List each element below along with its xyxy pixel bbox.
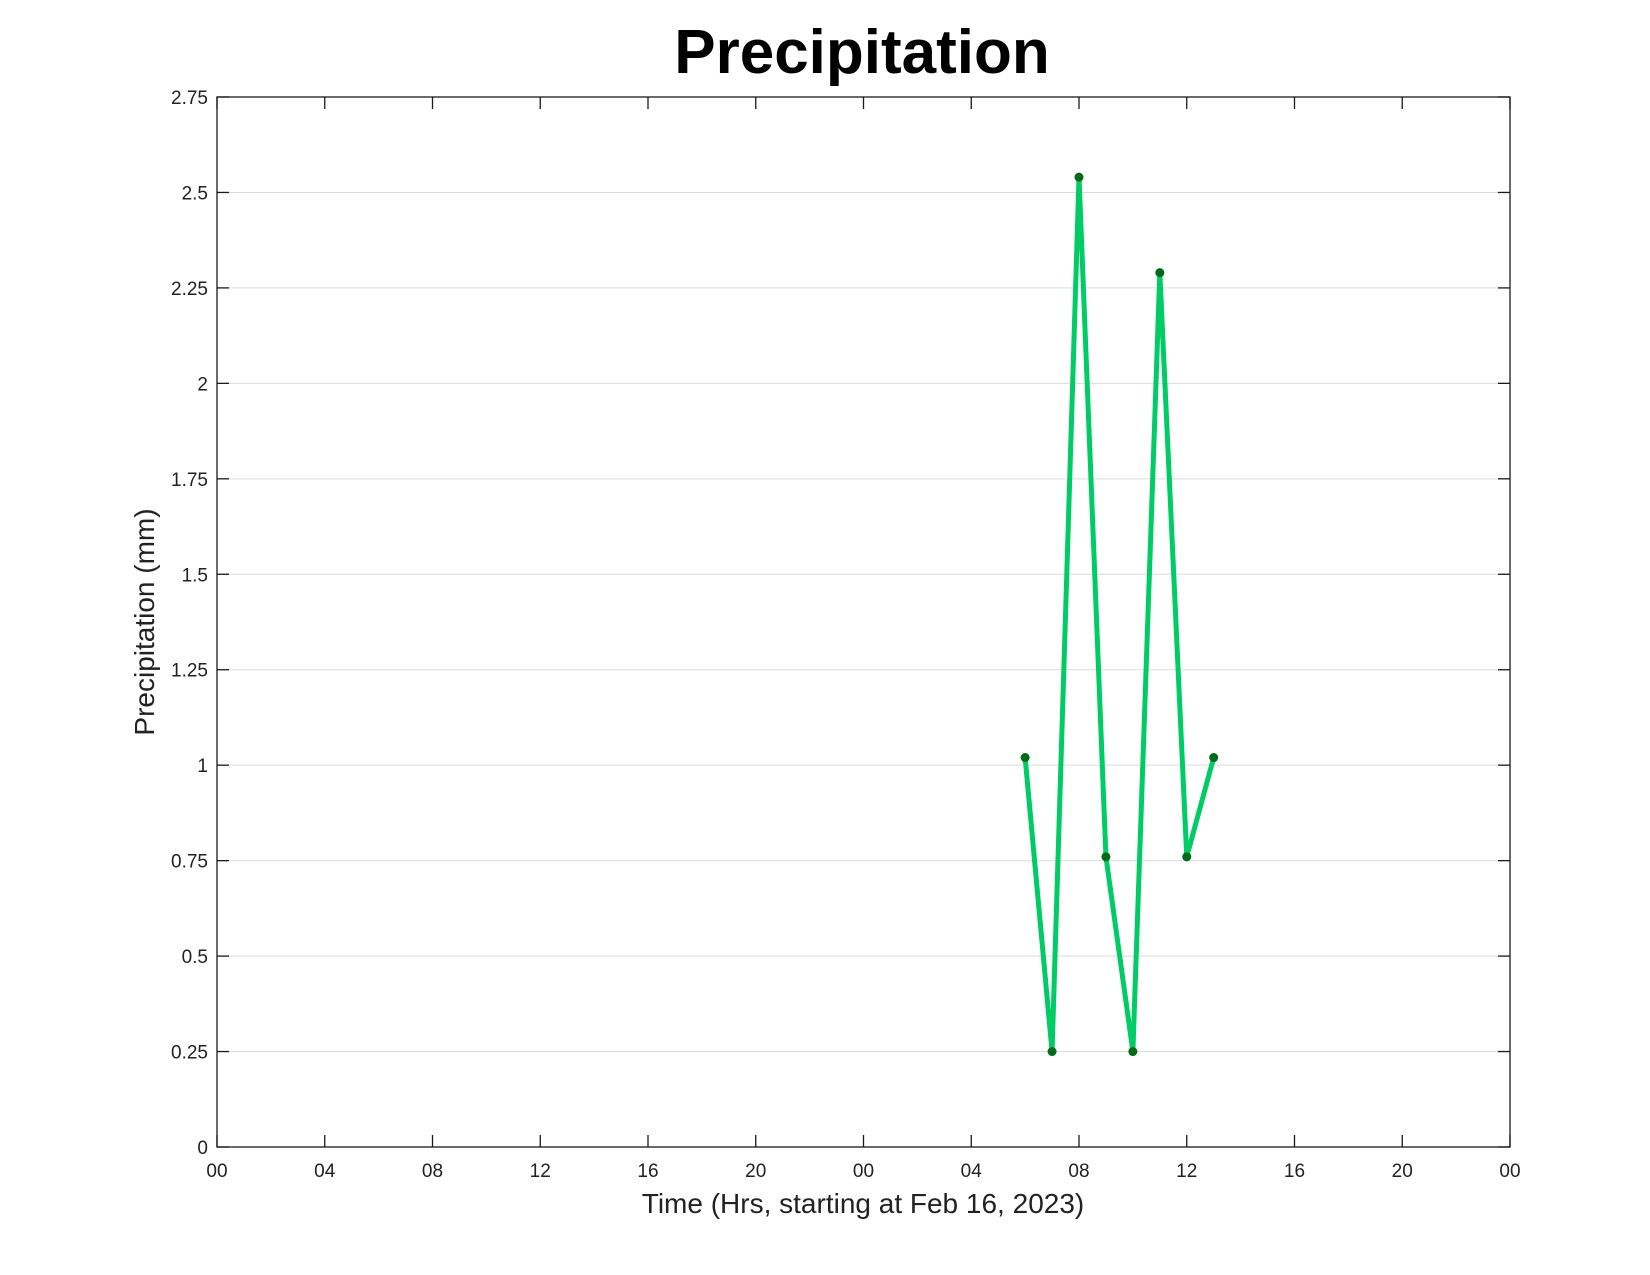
precipitation-line: [1022, 177, 1217, 1052]
x-tick-label: 20: [745, 1161, 766, 1182]
series-layer: [1020, 172, 1219, 1057]
y-tick-label: 0.5: [182, 947, 208, 968]
x-axis-label: Time (Hrs, starting at Feb 16, 2023): [642, 1188, 1084, 1219]
y-tick-label: 0.25: [171, 1043, 208, 1064]
x-tick-label: 16: [637, 1161, 658, 1182]
x-tick-label: 04: [961, 1161, 983, 1182]
x-tick-label: 00: [853, 1161, 874, 1182]
y-tick-label: 1.25: [171, 661, 208, 682]
y-axis-label: Precipitation (mm): [129, 508, 160, 735]
x-tick-label: 20: [1392, 1161, 1413, 1182]
y-tick-label: 1.75: [171, 470, 208, 491]
axis-ticks: [216, 96, 1511, 1148]
data-point: [1020, 753, 1030, 763]
data-point: [1182, 852, 1192, 862]
y-tick-label: 1.5: [182, 565, 208, 586]
data-point: [1047, 1047, 1057, 1057]
x-tick-label: 16: [1284, 1161, 1305, 1182]
y-tick-labels: 0 0.25 0.5 0.75 1 1.25 1.5 1.75 2 2.25 2.5 2.75: [171, 88, 208, 1159]
x-tick-labels: 00 04 08 12 16 20 00 04 08 12 16 20 00: [206, 1161, 1520, 1182]
y-tick-label: 2: [197, 374, 208, 395]
x-tick-label: 12: [1176, 1161, 1197, 1182]
x-tick-label: 00: [1499, 1161, 1520, 1182]
x-tick-label: 12: [530, 1161, 551, 1182]
data-point: [1101, 852, 1111, 862]
y-tick-label: 2.75: [171, 88, 208, 109]
grid-lines: [217, 191, 1510, 1053]
data-point: [1128, 1047, 1138, 1057]
data-point: [1155, 268, 1165, 278]
y-tick-label: 0.75: [171, 852, 208, 873]
chart-title: Precipitation: [674, 18, 1050, 87]
x-tick-label: 08: [1068, 1161, 1089, 1182]
y-tick-label: 0: [197, 1138, 208, 1159]
x-tick-label: 00: [206, 1161, 227, 1182]
y-tick-label: 1: [197, 756, 208, 777]
y-tick-label: 2.25: [171, 279, 208, 300]
data-point: [1074, 172, 1084, 182]
y-tick-label: 2.5: [182, 183, 208, 204]
data-point: [1209, 753, 1219, 763]
x-tick-label: 04: [314, 1161, 336, 1182]
x-tick-label: 08: [422, 1161, 443, 1182]
